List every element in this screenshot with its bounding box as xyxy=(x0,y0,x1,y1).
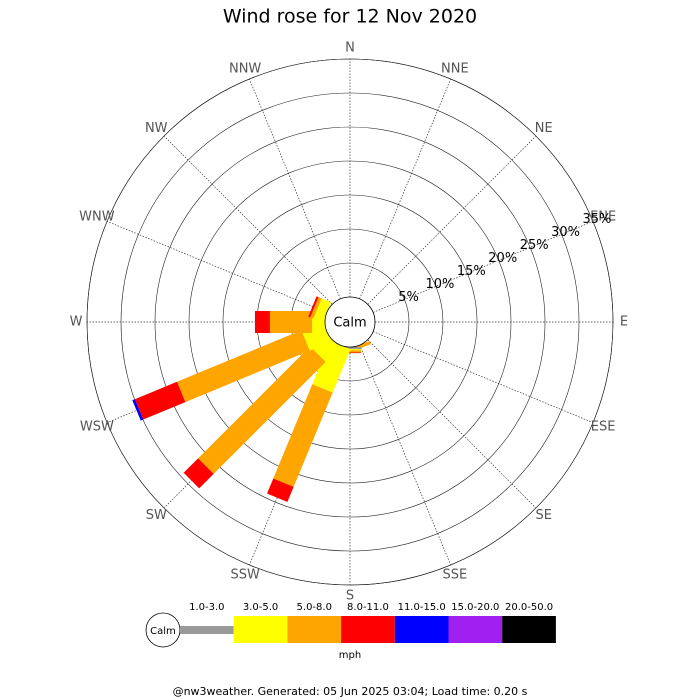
direction-label: NE xyxy=(535,121,553,136)
ring-label: 5% xyxy=(398,290,419,305)
bar-segment xyxy=(198,346,326,474)
chart-title: Wind rose for 12 Nov 2020 xyxy=(223,6,477,28)
legend-swatch xyxy=(394,616,449,643)
bar-segment xyxy=(313,298,332,323)
legend-calm-label: Calm xyxy=(150,626,176,637)
direction-label: WNW xyxy=(79,210,115,225)
spoke xyxy=(372,331,594,423)
legend-swatch xyxy=(287,616,342,643)
legend-swatch xyxy=(233,616,288,643)
direction-label: SSW xyxy=(230,568,260,583)
ring-label: 10% xyxy=(425,277,454,292)
legend-swatch xyxy=(180,626,234,634)
spoke xyxy=(359,344,451,566)
legend-swatch xyxy=(448,616,503,643)
bar-segment xyxy=(176,330,310,403)
ring-label: 25% xyxy=(520,238,549,253)
legend-label: 15.0-20.0 xyxy=(451,602,499,613)
spoke xyxy=(359,78,451,300)
ring-label: 35% xyxy=(583,212,612,227)
direction-label: NNW xyxy=(229,61,261,76)
bar-segment xyxy=(132,399,144,421)
unit-label: mph xyxy=(339,650,361,661)
direction-label: S xyxy=(346,589,354,604)
calm-label: Calm xyxy=(333,316,366,331)
direction-label: WSW xyxy=(80,419,114,434)
direction-label: W xyxy=(70,315,83,330)
spoke xyxy=(372,221,594,313)
calm-circle xyxy=(324,296,376,348)
direction-label: SSE xyxy=(442,568,467,583)
legend-swatch xyxy=(341,616,395,643)
legend-label: 8.0-11.0 xyxy=(347,602,389,613)
direction-label: ESE xyxy=(591,419,616,434)
spoke xyxy=(367,135,537,305)
bar-segment xyxy=(308,296,319,318)
legend-label: 11.0-15.0 xyxy=(398,602,446,613)
direction-label: ENE xyxy=(590,210,616,225)
spoke xyxy=(367,339,537,509)
legend-label: 3.0-5.0 xyxy=(243,602,278,613)
spoke xyxy=(249,78,341,300)
bar-segment xyxy=(310,297,322,319)
direction-label: SW xyxy=(146,508,167,523)
legend-swatch xyxy=(502,616,556,643)
bar-segment xyxy=(269,311,313,333)
ring xyxy=(154,126,546,518)
legend-label: 5.0-8.0 xyxy=(297,602,332,613)
bar-segment xyxy=(183,458,214,489)
bar-segment xyxy=(254,311,270,333)
ring-label: 30% xyxy=(551,225,580,240)
direction-label: N xyxy=(345,41,355,56)
bar-segment xyxy=(273,384,333,487)
bar-segment xyxy=(312,340,351,393)
bar-segment xyxy=(134,381,186,420)
direction-label: NW xyxy=(145,121,168,136)
ring-label: 20% xyxy=(488,251,517,266)
ring-label: 15% xyxy=(457,264,486,279)
footer: @nw3weather. Generated: 05 Jun 2025 03:0… xyxy=(173,685,528,698)
bar-segment xyxy=(267,478,294,502)
spoke xyxy=(163,135,333,305)
legend-label: 20.0-50.0 xyxy=(505,602,553,613)
direction-label: E xyxy=(620,315,628,330)
direction-label: NNE xyxy=(441,61,469,76)
legend-label: 1.0-3.0 xyxy=(189,602,224,613)
spoke xyxy=(106,221,328,313)
direction-label: SE xyxy=(536,508,552,523)
